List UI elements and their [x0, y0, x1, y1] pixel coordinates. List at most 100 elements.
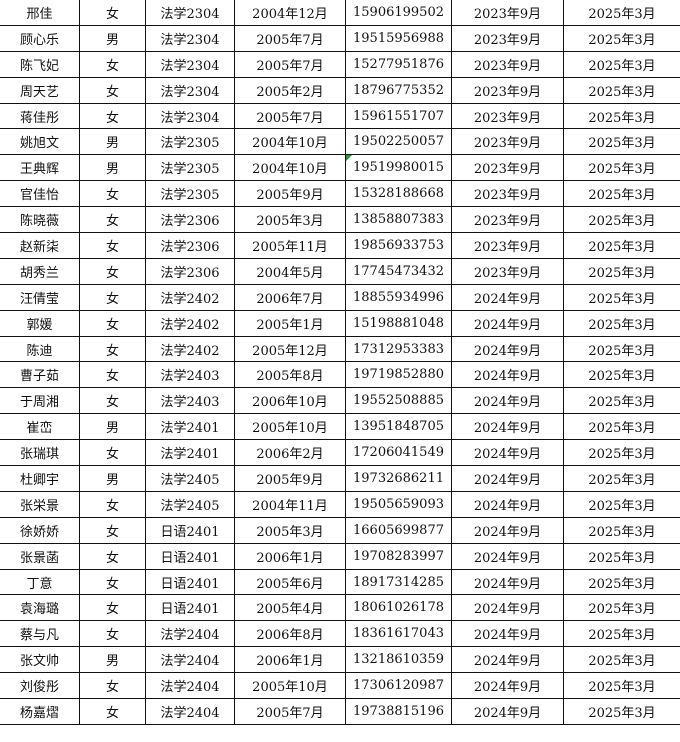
gender-cell[interactable]: 女: [79, 206, 146, 234]
birth-cell[interactable]: 2006年1月: [234, 542, 346, 570]
end-cell[interactable]: 2025年3月: [563, 439, 680, 467]
name-cell[interactable]: 蒋佳彤: [0, 102, 80, 130]
phone-cell[interactable]: 15198881048: [345, 309, 452, 337]
gender-cell[interactable]: 男: [79, 154, 146, 182]
birth-cell[interactable]: 2005年7月: [234, 50, 346, 78]
birth-cell[interactable]: 2005年8月: [234, 361, 346, 389]
start-cell[interactable]: 2023年9月: [451, 154, 564, 182]
gender-cell[interactable]: 女: [79, 102, 146, 130]
end-cell[interactable]: 2025年3月: [563, 568, 680, 596]
name-cell[interactable]: 刘俊彤: [0, 672, 80, 700]
phone-cell[interactable]: 19519980015: [345, 154, 452, 182]
class-cell[interactable]: 法学2304: [145, 50, 235, 78]
gender-cell[interactable]: 男: [79, 413, 146, 441]
phone-cell[interactable]: 13218610359: [345, 646, 452, 674]
phone-cell[interactable]: 18796775352: [345, 76, 452, 104]
class-cell[interactable]: 法学2304: [145, 0, 235, 26]
class-cell[interactable]: 法学2402: [145, 283, 235, 311]
start-cell[interactable]: 2024年9月: [451, 309, 564, 337]
start-cell[interactable]: 2024年9月: [451, 698, 564, 725]
phone-cell[interactable]: 19708283997: [345, 542, 452, 570]
birth-cell[interactable]: 2005年7月: [234, 24, 346, 52]
start-cell[interactable]: 2023年9月: [451, 24, 564, 52]
phone-cell[interactable]: 13951848705: [345, 413, 452, 441]
gender-cell[interactable]: 男: [79, 24, 146, 52]
phone-cell[interactable]: 19505659093: [345, 490, 452, 518]
phone-cell[interactable]: 17312953383: [345, 335, 452, 363]
class-cell[interactable]: 法学2405: [145, 490, 235, 518]
end-cell[interactable]: 2025年3月: [563, 0, 680, 26]
gender-cell[interactable]: 女: [79, 309, 146, 337]
name-cell[interactable]: 张栄景: [0, 490, 80, 518]
start-cell[interactable]: 2023年9月: [451, 257, 564, 285]
class-cell[interactable]: 法学2401: [145, 413, 235, 441]
end-cell[interactable]: 2025年3月: [563, 335, 680, 363]
start-cell[interactable]: 2024年9月: [451, 361, 564, 389]
birth-cell[interactable]: 2005年2月: [234, 76, 346, 104]
phone-cell[interactable]: 19515956988: [345, 24, 452, 52]
start-cell[interactable]: 2023年9月: [451, 102, 564, 130]
phone-cell[interactable]: 17306120987: [345, 672, 452, 700]
phone-cell[interactable]: 19719852880: [345, 361, 452, 389]
class-cell[interactable]: 法学2304: [145, 24, 235, 52]
gender-cell[interactable]: 女: [79, 439, 146, 467]
birth-cell[interactable]: 2004年11月: [234, 490, 346, 518]
start-cell[interactable]: 2023年9月: [451, 50, 564, 78]
class-cell[interactable]: 法学2304: [145, 76, 235, 104]
name-cell[interactable]: 张文帅: [0, 646, 80, 674]
phone-cell[interactable]: 17745473432: [345, 257, 452, 285]
name-cell[interactable]: 袁海璐: [0, 594, 80, 622]
class-cell[interactable]: 法学2403: [145, 361, 235, 389]
class-cell[interactable]: 法学2306: [145, 257, 235, 285]
class-cell[interactable]: 法学2306: [145, 206, 235, 234]
birth-cell[interactable]: 2005年7月: [234, 102, 346, 130]
class-cell[interactable]: 法学2304: [145, 102, 235, 130]
name-cell[interactable]: 陈飞妃: [0, 50, 80, 78]
birth-cell[interactable]: 2005年12月: [234, 335, 346, 363]
start-cell[interactable]: 2023年9月: [451, 0, 564, 26]
birth-cell[interactable]: 2005年10月: [234, 413, 346, 441]
phone-cell[interactable]: 19738815196: [345, 698, 452, 725]
gender-cell[interactable]: 女: [79, 335, 146, 363]
start-cell[interactable]: 2023年9月: [451, 76, 564, 104]
name-cell[interactable]: 邢佳: [0, 0, 80, 26]
gender-cell[interactable]: 女: [79, 620, 146, 648]
end-cell[interactable]: 2025年3月: [563, 516, 680, 544]
end-cell[interactable]: 2025年3月: [563, 50, 680, 78]
phone-cell[interactable]: 18061026178: [345, 594, 452, 622]
class-cell[interactable]: 日语2401: [145, 516, 235, 544]
end-cell[interactable]: 2025年3月: [563, 154, 680, 182]
name-cell[interactable]: 蔡与凡: [0, 620, 80, 648]
class-cell[interactable]: 法学2403: [145, 387, 235, 415]
phone-cell[interactable]: 15961551707: [345, 102, 452, 130]
phone-cell[interactable]: 19502250057: [345, 128, 452, 156]
birth-cell[interactable]: 2006年8月: [234, 620, 346, 648]
start-cell[interactable]: 2024年9月: [451, 542, 564, 570]
name-cell[interactable]: 张景菡: [0, 542, 80, 570]
birth-cell[interactable]: 2005年3月: [234, 516, 346, 544]
start-cell[interactable]: 2024年9月: [451, 490, 564, 518]
class-cell[interactable]: 法学2305: [145, 180, 235, 208]
start-cell[interactable]: 2024年9月: [451, 646, 564, 674]
start-cell[interactable]: 2023年9月: [451, 180, 564, 208]
start-cell[interactable]: 2023年9月: [451, 128, 564, 156]
name-cell[interactable]: 丁意: [0, 568, 80, 596]
birth-cell[interactable]: 2006年7月: [234, 283, 346, 311]
gender-cell[interactable]: 女: [79, 180, 146, 208]
phone-cell[interactable]: 19732686211: [345, 465, 452, 492]
end-cell[interactable]: 2025年3月: [563, 102, 680, 130]
gender-cell[interactable]: 女: [79, 232, 146, 259]
gender-cell[interactable]: 女: [79, 672, 146, 700]
class-cell[interactable]: 法学2305: [145, 128, 235, 156]
end-cell[interactable]: 2025年3月: [563, 413, 680, 441]
class-cell[interactable]: 法学2306: [145, 232, 235, 259]
phone-cell[interactable]: 15906199502: [345, 0, 452, 26]
end-cell[interactable]: 2025年3月: [563, 387, 680, 415]
end-cell[interactable]: 2025年3月: [563, 232, 680, 259]
start-cell[interactable]: 2024年9月: [451, 620, 564, 648]
phone-cell[interactable]: 18917314285: [345, 568, 452, 596]
phone-cell[interactable]: 16605699877: [345, 516, 452, 544]
name-cell[interactable]: 赵新柒: [0, 232, 80, 259]
gender-cell[interactable]: 女: [79, 594, 146, 622]
name-cell[interactable]: 崔峦: [0, 413, 80, 441]
